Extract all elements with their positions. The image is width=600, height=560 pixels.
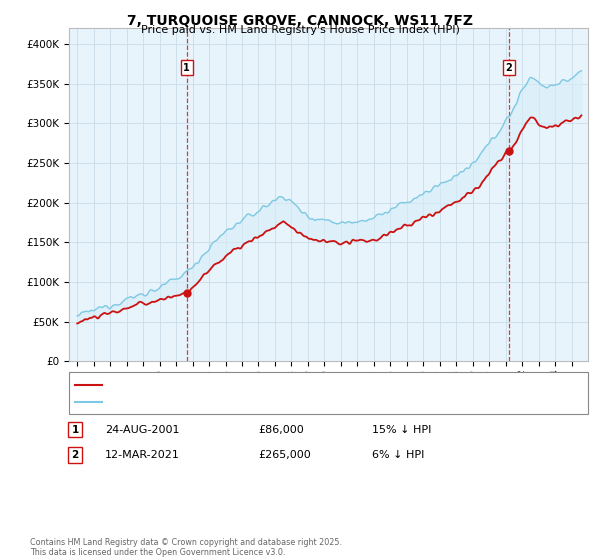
Text: 12-MAR-2021: 12-MAR-2021: [105, 450, 180, 460]
Text: HPI: Average price, detached house, Cannock Chase: HPI: Average price, detached house, Cann…: [108, 396, 364, 407]
Text: 7, TURQUOISE GROVE, CANNOCK, WS11 7FZ (detached house): 7, TURQUOISE GROVE, CANNOCK, WS11 7FZ (d…: [108, 380, 416, 390]
Text: Contains HM Land Registry data © Crown copyright and database right 2025.
This d: Contains HM Land Registry data © Crown c…: [30, 538, 342, 557]
Text: 1: 1: [71, 424, 79, 435]
Text: £86,000: £86,000: [258, 424, 304, 435]
Text: 1: 1: [184, 63, 190, 73]
Text: 2: 2: [71, 450, 79, 460]
Text: Price paid vs. HM Land Registry's House Price Index (HPI): Price paid vs. HM Land Registry's House …: [140, 25, 460, 35]
Text: 15% ↓ HPI: 15% ↓ HPI: [372, 424, 431, 435]
Text: 7, TURQUOISE GROVE, CANNOCK, WS11 7FZ: 7, TURQUOISE GROVE, CANNOCK, WS11 7FZ: [127, 14, 473, 28]
Text: 24-AUG-2001: 24-AUG-2001: [105, 424, 179, 435]
Text: 6% ↓ HPI: 6% ↓ HPI: [372, 450, 424, 460]
Text: £265,000: £265,000: [258, 450, 311, 460]
Text: 2: 2: [505, 63, 512, 73]
